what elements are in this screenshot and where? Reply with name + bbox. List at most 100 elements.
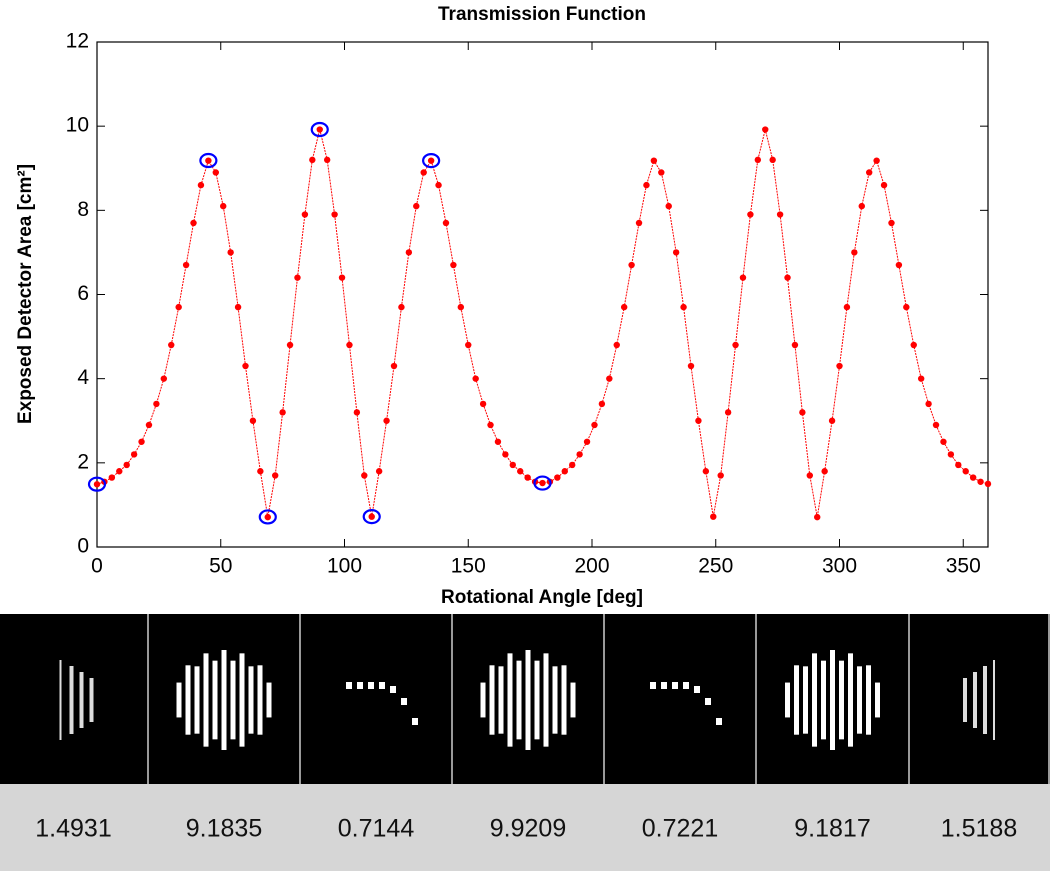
y-tick-label: 0 bbox=[77, 535, 89, 558]
data-point bbox=[636, 220, 642, 226]
data-point bbox=[836, 363, 842, 369]
image-stripe bbox=[785, 683, 790, 718]
data-point bbox=[443, 220, 449, 226]
image-stripe bbox=[490, 665, 495, 734]
plot-area bbox=[97, 42, 988, 547]
panel-value: 9.1817 bbox=[794, 815, 870, 843]
data-point bbox=[279, 409, 285, 415]
data-point bbox=[599, 401, 605, 407]
image-stripe bbox=[412, 718, 418, 725]
data-point bbox=[769, 157, 775, 163]
image-stripe bbox=[866, 665, 871, 734]
data-point bbox=[977, 479, 983, 485]
panel-value: 1.5188 bbox=[941, 815, 1017, 843]
data-point bbox=[324, 157, 330, 163]
x-tick-label: 0 bbox=[91, 555, 103, 578]
image-stripe bbox=[526, 650, 531, 750]
data-point bbox=[866, 169, 872, 175]
image-stripe bbox=[650, 682, 656, 689]
data-point bbox=[94, 481, 100, 487]
image-stripe bbox=[177, 683, 182, 718]
panel-value: 0.7221 bbox=[642, 815, 718, 843]
data-point bbox=[205, 157, 211, 163]
image-stripe bbox=[195, 666, 200, 733]
data-point bbox=[918, 375, 924, 381]
data-point bbox=[406, 249, 412, 255]
data-point bbox=[450, 262, 456, 268]
data-point bbox=[881, 182, 887, 188]
data-point bbox=[725, 409, 731, 415]
data-point bbox=[331, 211, 337, 217]
data-point bbox=[435, 182, 441, 188]
image-stripe bbox=[694, 686, 700, 693]
image-stripe bbox=[213, 661, 218, 740]
data-point bbox=[718, 472, 724, 478]
x-tick-label: 200 bbox=[574, 555, 609, 578]
image-stripe bbox=[983, 666, 987, 734]
image-stripe bbox=[535, 661, 540, 740]
image-stripe bbox=[508, 653, 513, 746]
image-stripe bbox=[379, 682, 385, 689]
image-stripe bbox=[70, 666, 74, 734]
image-stripe bbox=[562, 665, 567, 734]
data-point bbox=[487, 422, 493, 428]
data-point bbox=[963, 468, 969, 474]
image-stripe bbox=[357, 682, 363, 689]
data-point bbox=[480, 401, 486, 407]
data-point bbox=[732, 342, 738, 348]
image-stripe bbox=[830, 650, 835, 750]
image-stripe bbox=[857, 666, 862, 733]
data-point bbox=[859, 203, 865, 209]
data-point bbox=[383, 418, 389, 424]
data-point bbox=[131, 451, 137, 457]
data-point bbox=[784, 274, 790, 280]
data-point bbox=[695, 418, 701, 424]
data-point bbox=[458, 304, 464, 310]
data-point bbox=[124, 462, 130, 468]
data-point bbox=[161, 375, 167, 381]
data-point bbox=[198, 182, 204, 188]
data-point bbox=[985, 481, 991, 487]
data-point bbox=[821, 468, 827, 474]
panel-value: 0.7144 bbox=[338, 815, 415, 843]
data-point bbox=[799, 409, 805, 415]
data-point bbox=[911, 342, 917, 348]
image-stripe bbox=[368, 682, 374, 689]
data-point bbox=[524, 474, 530, 480]
data-point bbox=[265, 514, 271, 520]
data-point bbox=[621, 304, 627, 310]
data-point bbox=[472, 375, 478, 381]
x-tick-label: 300 bbox=[822, 555, 857, 578]
data-point bbox=[688, 363, 694, 369]
data-point bbox=[614, 342, 620, 348]
data-point bbox=[562, 468, 568, 474]
data-point bbox=[116, 468, 122, 474]
data-point bbox=[740, 274, 746, 280]
data-point bbox=[970, 474, 976, 480]
image-stripe bbox=[553, 666, 558, 733]
data-point bbox=[354, 409, 360, 415]
data-point bbox=[747, 211, 753, 217]
data-point bbox=[413, 203, 419, 209]
panel-value: 9.9209 bbox=[490, 815, 566, 843]
data-point bbox=[762, 126, 768, 132]
data-point bbox=[651, 157, 657, 163]
data-point bbox=[569, 462, 575, 468]
image-stripe bbox=[839, 661, 844, 740]
data-point bbox=[502, 451, 508, 457]
data-point bbox=[302, 211, 308, 217]
data-point bbox=[591, 422, 597, 428]
image-stripe bbox=[794, 665, 799, 734]
image-stripe bbox=[90, 678, 94, 722]
data-point bbox=[643, 182, 649, 188]
data-point bbox=[755, 157, 761, 163]
image-stripe bbox=[812, 653, 817, 746]
data-point bbox=[346, 342, 352, 348]
image-stripe bbox=[249, 666, 254, 733]
panel-value: 9.1835 bbox=[186, 815, 262, 843]
image-strip bbox=[0, 614, 1050, 784]
x-tick-label: 150 bbox=[451, 555, 486, 578]
image-stripe bbox=[571, 683, 576, 718]
data-point bbox=[317, 126, 323, 132]
x-tick-label: 100 bbox=[327, 555, 362, 578]
